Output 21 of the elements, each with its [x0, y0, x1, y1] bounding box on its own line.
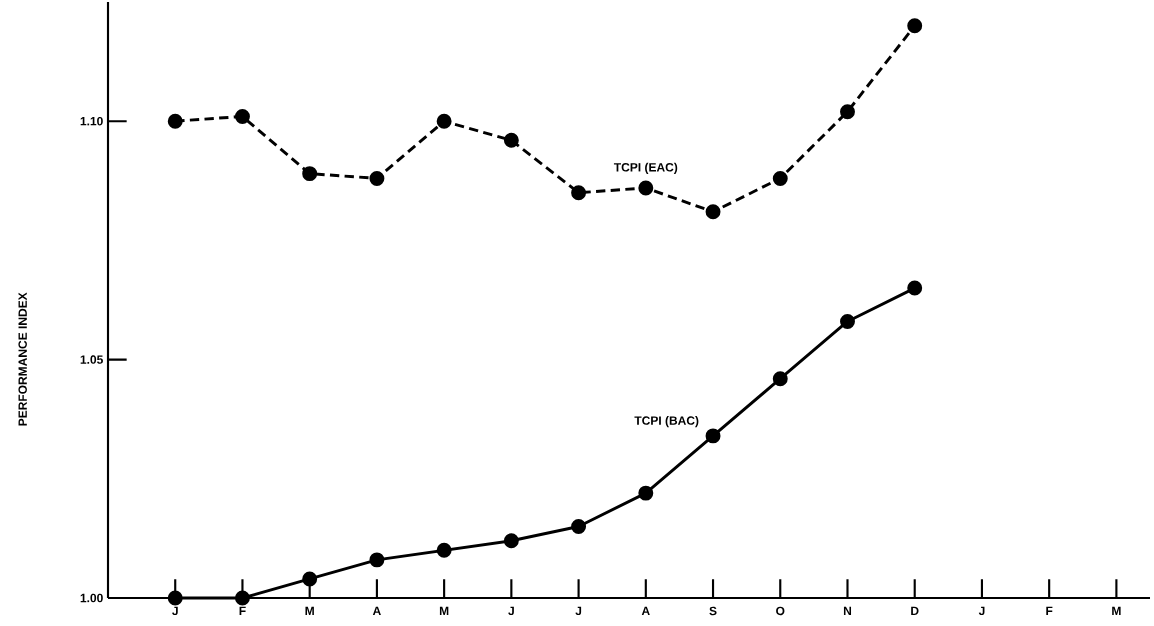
x-tick-label: D: [911, 606, 919, 615]
x-tick-label: F: [239, 606, 246, 615]
x-tick-label: J: [575, 606, 582, 616]
x-tick-label: M: [305, 606, 314, 615]
x-tick-label: M: [439, 606, 449, 615]
x-tick-label: S: [709, 606, 717, 616]
x-tick-label: J: [508, 606, 514, 616]
y-tick-label: 1.00: [80, 593, 103, 603]
y-axis-title: PERFORMANCE INDEX: [18, 292, 27, 426]
x-tick-label: A: [641, 606, 650, 615]
x-tick-label: J: [172, 606, 178, 616]
x-tick-label: A: [372, 606, 381, 615]
x-tick-label: N: [843, 606, 852, 615]
y-tick-label: 1.05: [80, 355, 103, 364]
x-tick-label: J: [978, 606, 985, 616]
series-label: TCPI (EAC): [613, 162, 678, 174]
y-tick-label: 1.10: [80, 116, 103, 126]
x-tick-label: M: [1112, 606, 1121, 615]
x-tick-label: F: [1046, 606, 1053, 615]
x-tick-label: O: [776, 606, 785, 616]
series-label: TCPI (BAC): [634, 415, 699, 428]
